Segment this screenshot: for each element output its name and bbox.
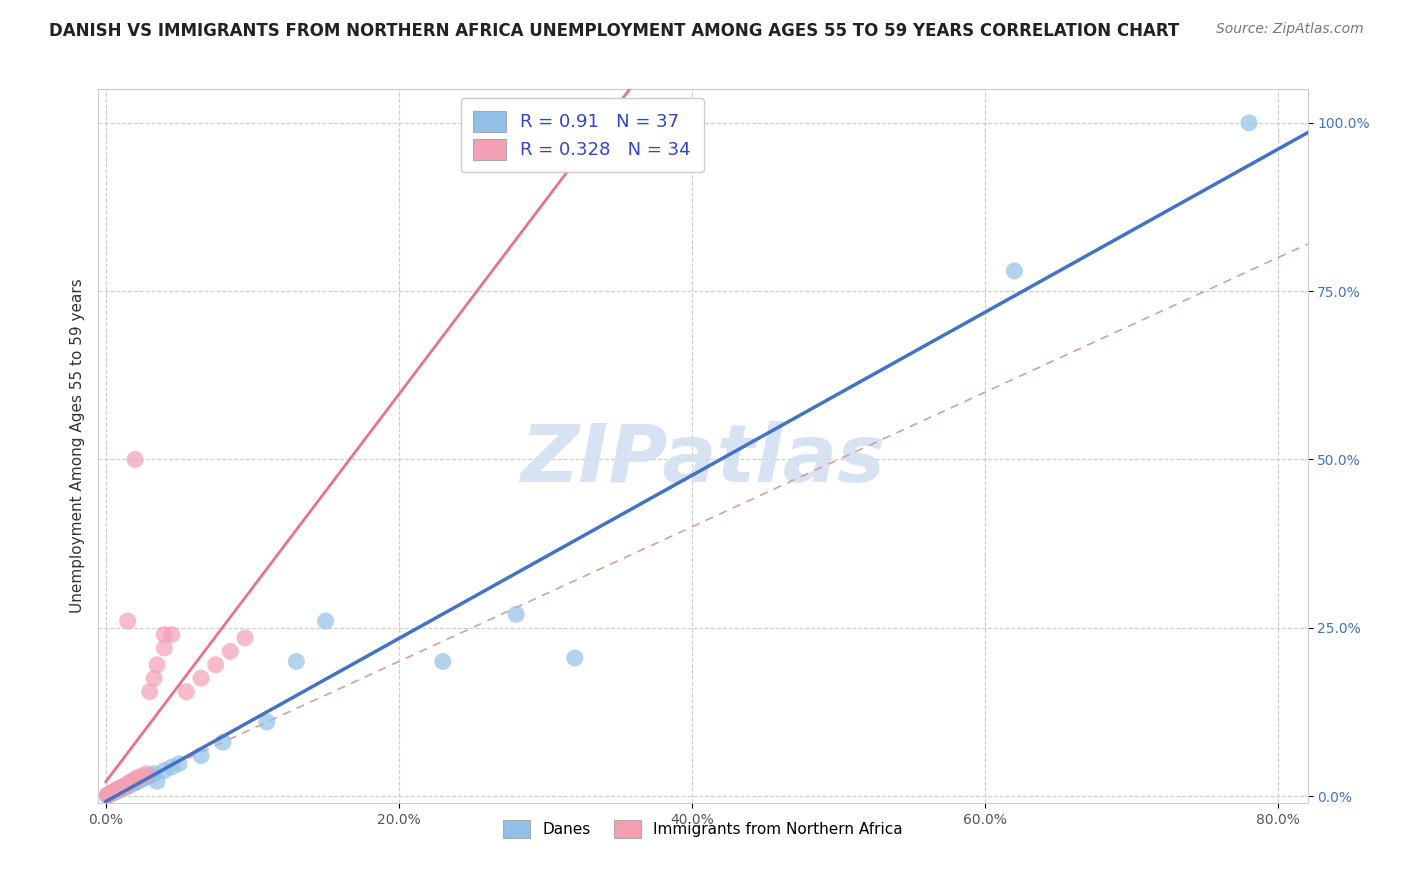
Point [124, 772, 146, 787]
Y-axis label: Unemployment Among Ages 55 to 59 years: Unemployment Among Ages 55 to 59 years [69, 278, 84, 614]
Point [111, 780, 134, 795]
Point [204, 657, 226, 672]
Point [115, 780, 138, 794]
Point [98, 787, 121, 801]
Point [190, 671, 212, 685]
Point [114, 779, 136, 793]
Point [101, 786, 124, 800]
Point [110, 780, 132, 795]
Text: DANISH VS IMMIGRANTS FROM NORTHERN AFRICA UNEMPLOYMENT AMONG AGES 55 TO 59 YEARS: DANISH VS IMMIGRANTS FROM NORTHERN AFRIC… [49, 22, 1180, 40]
Point [124, 452, 146, 467]
Point [219, 644, 242, 658]
Point [127, 770, 149, 784]
Point [124, 775, 146, 789]
Point [256, 714, 278, 729]
Point [117, 614, 139, 628]
Point [105, 783, 128, 797]
Point [107, 783, 129, 797]
Point [160, 627, 183, 641]
Point [315, 614, 337, 628]
Point [233, 631, 256, 645]
Point [100, 786, 122, 800]
Point [115, 778, 138, 792]
Point [143, 767, 166, 781]
Legend: Danes, Immigrants from Northern Africa: Danes, Immigrants from Northern Africa [492, 810, 914, 848]
Point [112, 780, 135, 795]
Point [105, 784, 128, 798]
Point [505, 607, 527, 622]
Point [143, 671, 166, 685]
Point [118, 775, 141, 789]
Point [112, 780, 135, 794]
Point [167, 756, 190, 771]
Point [96, 789, 118, 803]
Point [111, 781, 134, 796]
Point [135, 767, 157, 781]
Point [285, 655, 308, 669]
Point [97, 788, 120, 802]
Point [153, 764, 176, 778]
Point [118, 778, 141, 792]
Point [160, 760, 183, 774]
Point [117, 777, 139, 791]
Point [108, 783, 131, 797]
Point [114, 780, 136, 795]
Point [127, 774, 149, 789]
Point [212, 735, 235, 749]
Point [131, 772, 153, 787]
Point [121, 777, 143, 791]
Point [107, 782, 129, 797]
Point [146, 774, 169, 789]
Point [110, 782, 132, 797]
Point [97, 788, 120, 802]
Point [135, 770, 157, 784]
Point [432, 655, 454, 669]
Point [100, 786, 122, 800]
Point [103, 785, 125, 799]
Point [1237, 116, 1260, 130]
Point [153, 640, 176, 655]
Point [564, 651, 586, 665]
Point [96, 789, 118, 803]
Point [121, 774, 143, 789]
Text: Source: ZipAtlas.com: Source: ZipAtlas.com [1216, 22, 1364, 37]
Point [108, 781, 131, 796]
Point [176, 684, 198, 698]
Point [101, 785, 124, 799]
Point [98, 787, 121, 801]
Point [138, 769, 160, 783]
Point [1004, 264, 1026, 278]
Point [146, 657, 169, 672]
Point [190, 748, 212, 763]
Point [138, 684, 160, 698]
Point [153, 627, 176, 641]
Text: ZIPatlas: ZIPatlas [520, 421, 886, 500]
Point [103, 784, 125, 798]
Point [131, 769, 153, 783]
Point [117, 779, 139, 793]
